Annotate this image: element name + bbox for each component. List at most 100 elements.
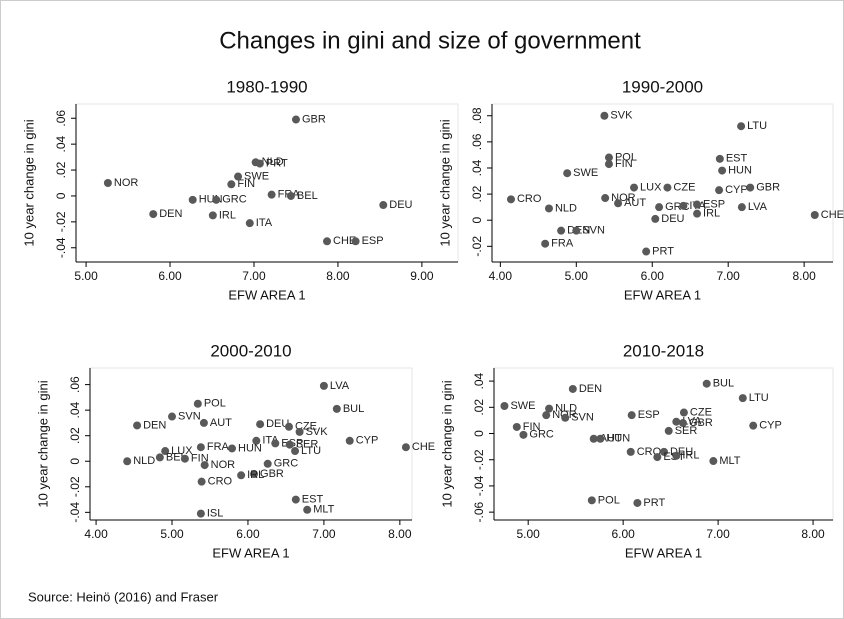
x-tick-label: 7.00 bbox=[717, 269, 741, 283]
point-label: GBR bbox=[756, 181, 780, 193]
point-label: FIN bbox=[237, 178, 255, 190]
y-tick-label: -.04 bbox=[472, 475, 486, 496]
plot-area bbox=[75, 103, 459, 263]
y-tick-label: 0 bbox=[472, 430, 486, 437]
point-label: EST bbox=[726, 153, 748, 165]
point bbox=[664, 426, 673, 435]
point-label: ITA bbox=[256, 217, 273, 229]
point-label: AUT bbox=[210, 417, 232, 429]
point bbox=[572, 226, 581, 235]
panel: 2000-2010 EFW AREA 1 10 year change in gin… bbox=[35, 341, 435, 560]
y-tick-label: 0 bbox=[470, 217, 484, 224]
point bbox=[197, 477, 206, 486]
point bbox=[303, 505, 312, 514]
panel-title: 2000-2010 bbox=[210, 341, 291, 360]
point bbox=[626, 447, 635, 456]
point bbox=[715, 186, 724, 195]
point bbox=[715, 154, 724, 163]
x-axis-label: EFW AREA 1 bbox=[228, 287, 305, 302]
point-label: LVA bbox=[330, 380, 350, 392]
point bbox=[345, 436, 354, 445]
point bbox=[263, 459, 272, 468]
point-label: NLD bbox=[555, 403, 577, 415]
x-tick-label: 8.00 bbox=[388, 527, 412, 541]
y-tick-label: .08 bbox=[470, 107, 484, 124]
point bbox=[188, 195, 197, 204]
point bbox=[655, 203, 664, 212]
point-label: CHE bbox=[412, 441, 435, 453]
x-axis-label: EFW AREA 1 bbox=[624, 287, 701, 302]
point-label: SVK bbox=[610, 110, 633, 122]
x-tick-label: 6.00 bbox=[236, 527, 260, 541]
point-label: GRC bbox=[529, 429, 554, 441]
point-label: LVA bbox=[748, 201, 768, 213]
point bbox=[291, 447, 300, 456]
point bbox=[199, 418, 208, 427]
point bbox=[693, 200, 702, 209]
point-label: GBR bbox=[689, 417, 713, 429]
point bbox=[749, 421, 758, 430]
x-tick-label: 5.00 bbox=[565, 269, 589, 283]
point-label: FIN bbox=[615, 158, 633, 170]
point bbox=[604, 153, 613, 162]
point bbox=[103, 179, 112, 187]
point bbox=[630, 183, 639, 192]
point-label: ESP bbox=[703, 198, 725, 210]
point-label: POL bbox=[598, 494, 620, 506]
point-label: IRL bbox=[247, 469, 264, 481]
point-label: FRA bbox=[551, 238, 574, 250]
point bbox=[561, 413, 570, 422]
point bbox=[563, 169, 572, 178]
point-label: GRC bbox=[274, 458, 299, 470]
x-tick-label: 8.00 bbox=[801, 527, 825, 541]
point-label: CRO bbox=[208, 476, 233, 488]
y-axis-label: 10 year change in gini bbox=[437, 119, 452, 246]
point bbox=[208, 211, 217, 220]
point-label: DEN bbox=[579, 383, 602, 395]
point-label: NLD bbox=[133, 455, 155, 467]
point-label: CYP bbox=[725, 184, 748, 196]
point-label: LVA bbox=[682, 416, 702, 428]
point-label: AUT bbox=[600, 433, 622, 445]
x-tick-label: 7.00 bbox=[706, 527, 730, 541]
point bbox=[401, 443, 410, 452]
point bbox=[252, 436, 261, 445]
y-axis-label: 10 year change in gini bbox=[21, 119, 36, 246]
point bbox=[200, 461, 209, 470]
x-tick-label: 8.00 bbox=[792, 269, 816, 283]
point-label: PRT bbox=[266, 157, 288, 169]
point-label: GBR bbox=[302, 113, 326, 125]
point bbox=[746, 183, 755, 192]
point bbox=[228, 444, 237, 453]
point-label: PRT bbox=[643, 497, 665, 509]
point-label: SER bbox=[675, 425, 698, 437]
point bbox=[155, 453, 164, 462]
point-label: HUN bbox=[606, 433, 630, 445]
point bbox=[180, 454, 189, 463]
point-label: HUN bbox=[238, 442, 262, 454]
point-label: DEU bbox=[661, 213, 684, 225]
point-label: DEN bbox=[159, 208, 182, 220]
point bbox=[544, 204, 553, 213]
point-label: LTU bbox=[301, 445, 321, 457]
point-label: IRL bbox=[219, 209, 236, 221]
point bbox=[541, 239, 550, 248]
x-tick-label: 9.00 bbox=[410, 269, 434, 283]
y-tick-label: .02 bbox=[472, 399, 486, 416]
source-note: Source: Heinö (2016) and Fraser bbox=[28, 589, 219, 604]
point bbox=[351, 237, 360, 246]
point bbox=[196, 509, 205, 518]
panel: 1990-2000 EFW AREA 1 10 year change in gin… bbox=[437, 77, 844, 302]
y-tick-label: .02 bbox=[68, 427, 82, 444]
point bbox=[193, 399, 202, 408]
point bbox=[672, 451, 681, 460]
point bbox=[319, 381, 328, 390]
x-tick-label: 6.00 bbox=[641, 269, 665, 283]
y-tick-label: -.04 bbox=[54, 237, 68, 258]
y-tick-label: -.02 bbox=[68, 476, 82, 497]
point-label: BUL bbox=[343, 403, 364, 415]
point-label: ESP bbox=[638, 409, 660, 421]
point bbox=[133, 421, 142, 430]
point-label: MLT bbox=[719, 455, 740, 467]
point-label: LUX bbox=[171, 445, 193, 457]
